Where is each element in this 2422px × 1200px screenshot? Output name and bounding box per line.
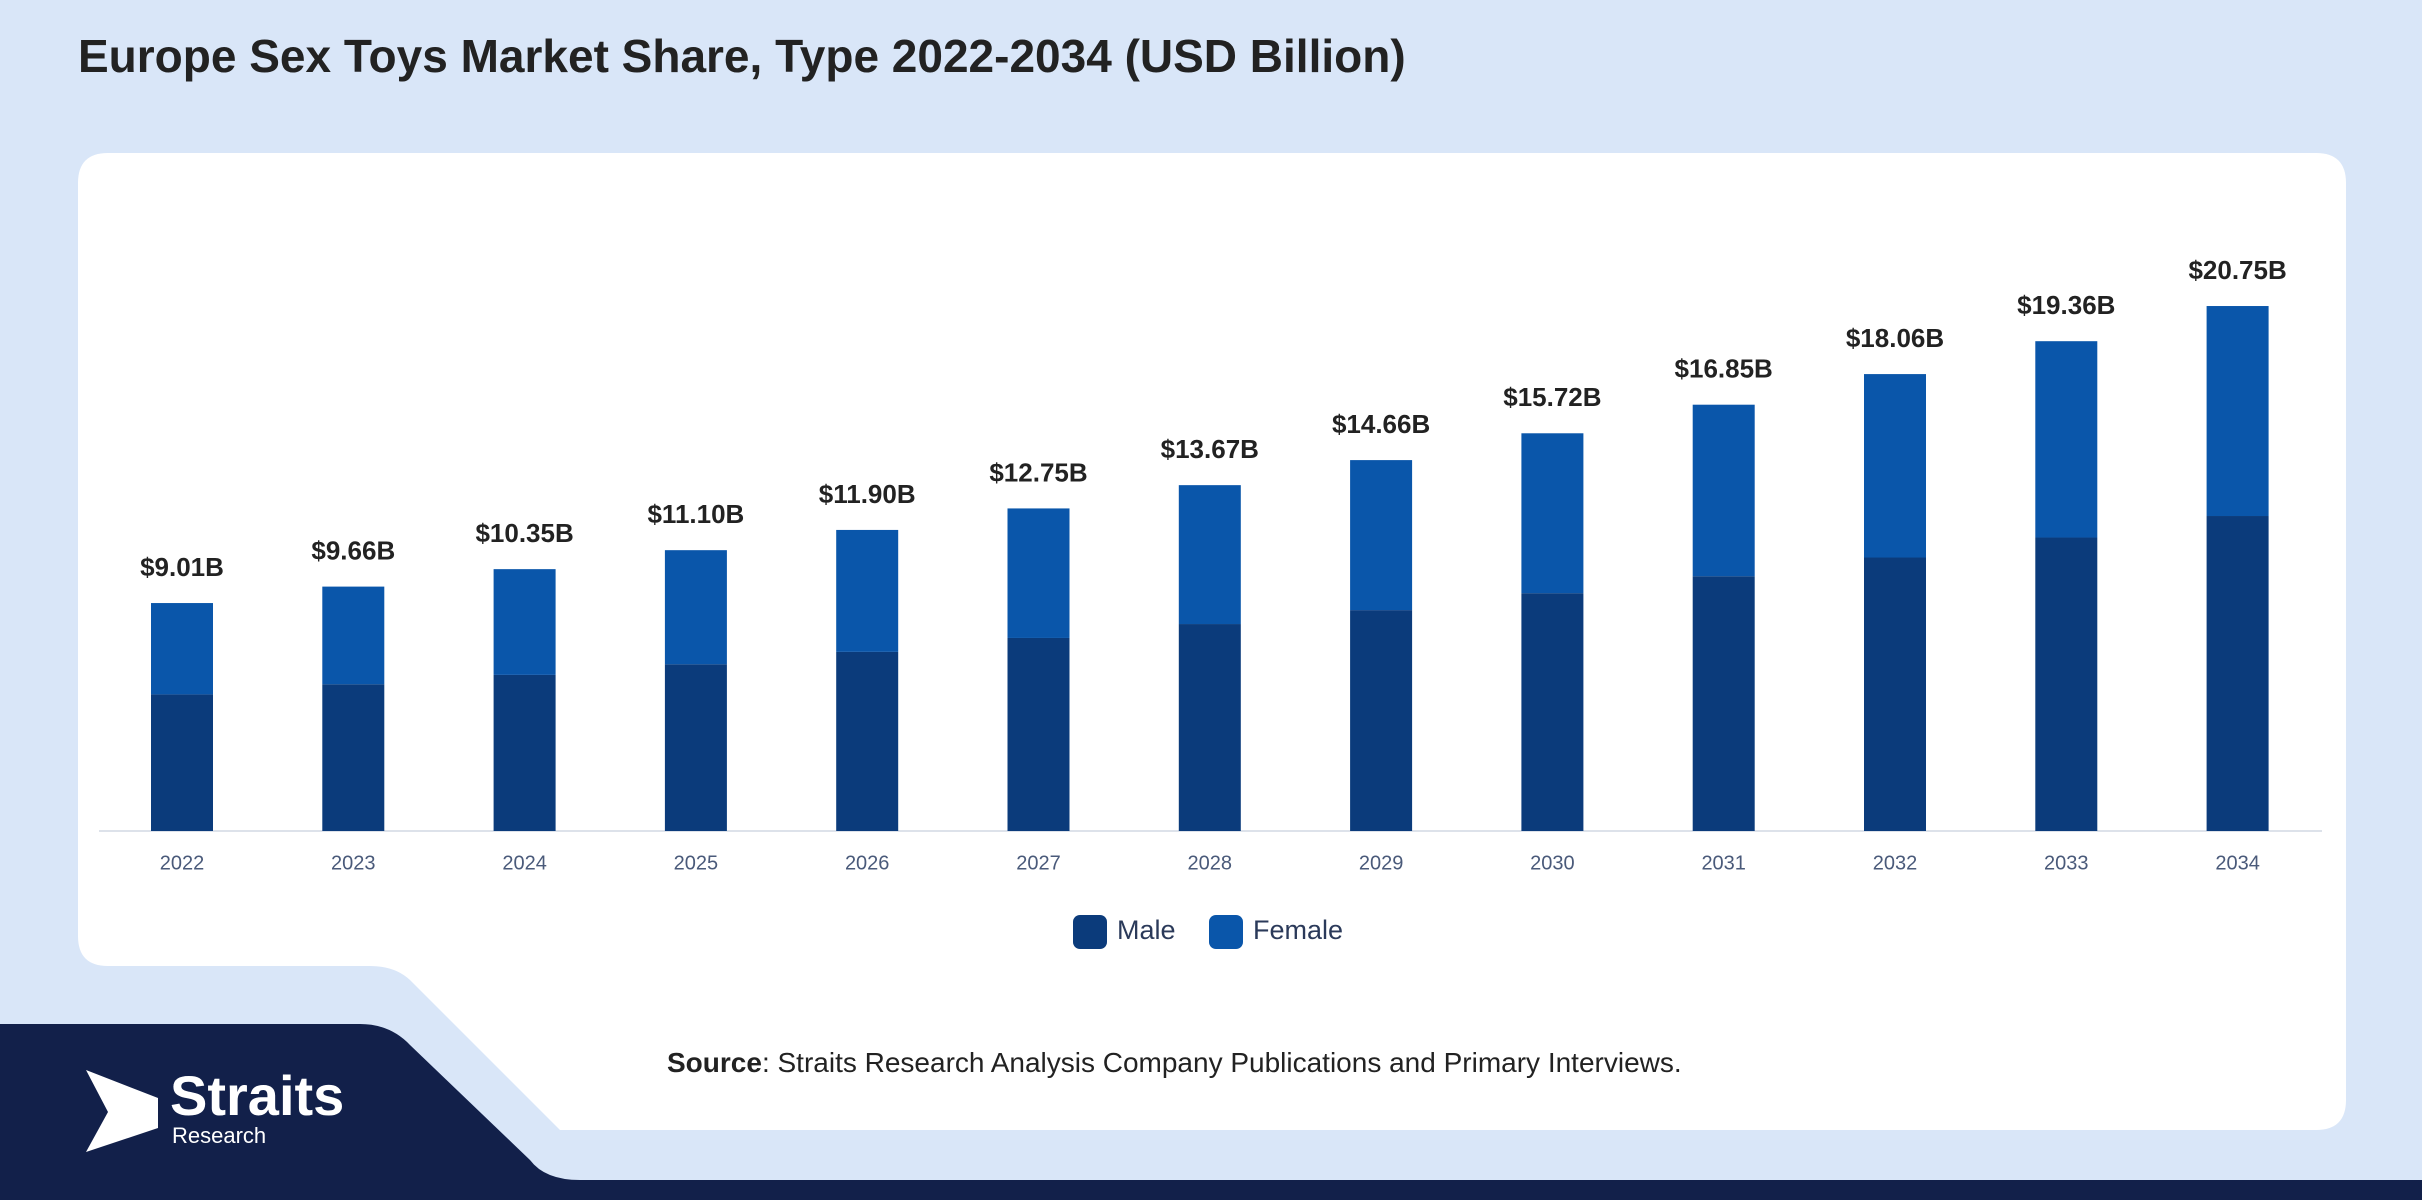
bar-segment xyxy=(493,569,556,675)
total-label: $9.01B xyxy=(140,552,224,582)
bar-segment xyxy=(2035,341,2098,538)
legend-label: Female xyxy=(1253,915,1343,945)
x-tick-label: 2026 xyxy=(845,852,890,874)
total-label: $10.35B xyxy=(475,518,573,548)
source: Source: Straits Research Analysis Compan… xyxy=(667,1047,1682,1078)
x-tick-label: 2029 xyxy=(1359,852,1404,874)
x-tick-label: 2025 xyxy=(674,852,719,874)
bar-segment xyxy=(1007,508,1070,638)
x-tick-label: 2023 xyxy=(331,852,376,874)
bar-segment xyxy=(836,529,899,652)
x-tick-label: 2027 xyxy=(1016,852,1061,874)
x-tick-label: 2033 xyxy=(2044,852,2089,874)
bar-segment xyxy=(1864,374,1926,558)
total-label: $16.85B xyxy=(1675,354,1773,384)
legend-swatch xyxy=(1073,915,1107,949)
bar-segment xyxy=(2035,537,2098,831)
bar-segment xyxy=(1178,485,1241,625)
bar-segment xyxy=(1350,460,1413,611)
total-label: $19.36B xyxy=(2017,290,2115,320)
logo-icon xyxy=(86,1070,158,1152)
bar-segment xyxy=(322,586,385,685)
bar-segment xyxy=(151,694,213,831)
total-label: $11.10B xyxy=(647,499,744,529)
total-label: $11.90B xyxy=(819,479,916,509)
x-tick-label: 2034 xyxy=(2215,852,2260,874)
bar-segment xyxy=(2206,516,2269,831)
total-label: $18.06B xyxy=(1846,323,1944,353)
bar-segment xyxy=(2206,306,2269,517)
total-label: $20.75B xyxy=(2188,255,2286,285)
bar-segment xyxy=(664,664,727,831)
bar-segment xyxy=(1007,637,1070,831)
footer-band xyxy=(0,1024,2422,1200)
bar-segment xyxy=(1178,624,1241,831)
bar-segment xyxy=(664,550,727,665)
bar-segment xyxy=(1521,433,1584,594)
bar-segment xyxy=(836,651,899,831)
total-label: $13.67B xyxy=(1161,434,1259,464)
logo-name: Straits xyxy=(170,1064,344,1127)
bar-segment xyxy=(322,684,385,831)
chart-title: Europe Sex Toys Market Share, Type 2022-… xyxy=(78,30,1406,82)
total-label: $9.66B xyxy=(311,535,395,565)
bar-segment xyxy=(151,603,213,695)
x-tick-label: 2022 xyxy=(160,852,205,874)
bar-segment xyxy=(1692,576,1755,831)
x-tick-label: 2028 xyxy=(1188,852,1233,874)
x-tick-label: 2032 xyxy=(1873,852,1918,874)
bar-segment xyxy=(1350,610,1413,831)
source-label: Source xyxy=(667,1047,762,1078)
total-label: $12.75B xyxy=(989,457,1087,487)
total-label: $15.72B xyxy=(1503,382,1601,412)
bar-segment xyxy=(1692,404,1755,577)
x-tick-label: 2024 xyxy=(502,852,547,874)
legend-swatch xyxy=(1209,915,1243,949)
x-tick-label: 2031 xyxy=(1701,852,1746,874)
total-label: $14.66B xyxy=(1332,409,1430,439)
bar-segment xyxy=(1864,557,1926,831)
source-text: : Straits Research Analysis Company Publ… xyxy=(762,1047,1682,1078)
legend-label: Male xyxy=(1117,915,1176,945)
x-tick-label: 2030 xyxy=(1530,852,1575,874)
logo-sub: Research xyxy=(172,1123,266,1148)
bar-segment xyxy=(493,674,556,831)
bar-segment xyxy=(1521,593,1584,831)
